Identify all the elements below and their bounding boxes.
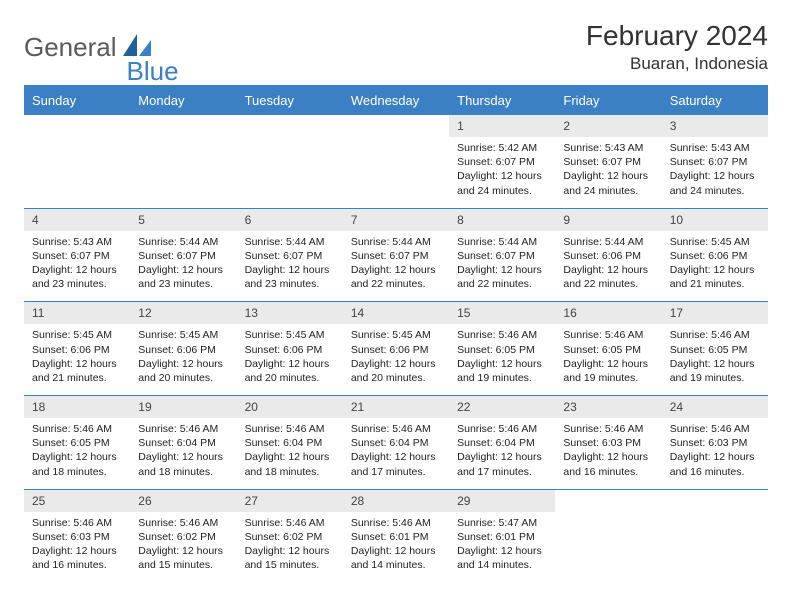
day-detail-cell xyxy=(662,512,768,583)
day-detail-cell: Sunrise: 5:44 AMSunset: 6:07 PMDaylight:… xyxy=(343,231,449,302)
day-header-row: Sunday Monday Tuesday Wednesday Thursday… xyxy=(24,87,768,114)
day-number-cell: 24 xyxy=(662,396,768,419)
day-number-cell: 16 xyxy=(555,302,661,325)
day-detail-cell: Sunrise: 5:43 AMSunset: 6:07 PMDaylight:… xyxy=(662,137,768,208)
day-number-row: 123 xyxy=(24,115,768,138)
day-detail-cell: Sunrise: 5:47 AMSunset: 6:01 PMDaylight:… xyxy=(449,512,555,583)
day-detail-cell xyxy=(343,137,449,208)
brand-logo: General Blue xyxy=(24,20,179,75)
day-number-cell: 15 xyxy=(449,302,555,325)
day-number-cell: 5 xyxy=(130,208,236,231)
day-number-cell: 7 xyxy=(343,208,449,231)
day-detail-cell: Sunrise: 5:44 AMSunset: 6:06 PMDaylight:… xyxy=(555,231,661,302)
day-number-cell xyxy=(343,115,449,138)
day-header: Friday xyxy=(555,87,661,114)
day-number-row: 2526272829 xyxy=(24,489,768,512)
day-detail-cell: Sunrise: 5:46 AMSunset: 6:02 PMDaylight:… xyxy=(237,512,343,583)
day-header: Saturday xyxy=(662,87,768,114)
day-detail-cell: Sunrise: 5:45 AMSunset: 6:06 PMDaylight:… xyxy=(24,324,130,395)
day-detail-row: Sunrise: 5:46 AMSunset: 6:03 PMDaylight:… xyxy=(24,512,768,583)
day-detail-row: Sunrise: 5:45 AMSunset: 6:06 PMDaylight:… xyxy=(24,324,768,395)
day-detail-row: Sunrise: 5:46 AMSunset: 6:05 PMDaylight:… xyxy=(24,418,768,489)
day-number-cell: 2 xyxy=(555,115,661,138)
day-number-cell: 21 xyxy=(343,396,449,419)
day-detail-cell: Sunrise: 5:46 AMSunset: 6:03 PMDaylight:… xyxy=(24,512,130,583)
day-number-cell: 18 xyxy=(24,396,130,419)
day-header: Thursday xyxy=(449,87,555,114)
day-number-row: 11121314151617 xyxy=(24,302,768,325)
day-detail-cell: Sunrise: 5:45 AMSunset: 6:06 PMDaylight:… xyxy=(237,324,343,395)
day-detail-cell: Sunrise: 5:46 AMSunset: 6:03 PMDaylight:… xyxy=(555,418,661,489)
day-detail-cell: Sunrise: 5:46 AMSunset: 6:04 PMDaylight:… xyxy=(130,418,236,489)
day-number-cell: 4 xyxy=(24,208,130,231)
day-detail-cell: Sunrise: 5:46 AMSunset: 6:04 PMDaylight:… xyxy=(343,418,449,489)
day-number-cell: 9 xyxy=(555,208,661,231)
header: General Blue February 2024 Buaran, Indon… xyxy=(24,20,768,75)
day-header: Monday xyxy=(130,87,236,114)
day-detail-cell: Sunrise: 5:44 AMSunset: 6:07 PMDaylight:… xyxy=(449,231,555,302)
day-detail-cell: Sunrise: 5:45 AMSunset: 6:06 PMDaylight:… xyxy=(130,324,236,395)
day-detail-cell xyxy=(555,512,661,583)
day-detail-cell: Sunrise: 5:44 AMSunset: 6:07 PMDaylight:… xyxy=(237,231,343,302)
day-detail-cell: Sunrise: 5:45 AMSunset: 6:06 PMDaylight:… xyxy=(343,324,449,395)
day-detail-cell: Sunrise: 5:46 AMSunset: 6:05 PMDaylight:… xyxy=(662,324,768,395)
day-number-cell: 14 xyxy=(343,302,449,325)
day-detail-cell: Sunrise: 5:46 AMSunset: 6:05 PMDaylight:… xyxy=(449,324,555,395)
day-number-cell: 10 xyxy=(662,208,768,231)
day-number-cell: 3 xyxy=(662,115,768,138)
day-number-cell xyxy=(662,489,768,512)
brand-word2: Blue xyxy=(127,56,179,87)
day-number-cell: 8 xyxy=(449,208,555,231)
day-number-cell: 6 xyxy=(237,208,343,231)
day-header: Tuesday xyxy=(237,87,343,114)
day-number-cell: 23 xyxy=(555,396,661,419)
day-number-cell xyxy=(237,115,343,138)
day-number-cell: 29 xyxy=(449,489,555,512)
day-detail-cell xyxy=(24,137,130,208)
day-detail-cell: Sunrise: 5:46 AMSunset: 6:05 PMDaylight:… xyxy=(24,418,130,489)
day-number-cell: 11 xyxy=(24,302,130,325)
day-number-cell: 22 xyxy=(449,396,555,419)
location-label: Buaran, Indonesia xyxy=(586,54,768,74)
day-number-cell: 12 xyxy=(130,302,236,325)
day-detail-cell: Sunrise: 5:45 AMSunset: 6:06 PMDaylight:… xyxy=(662,231,768,302)
day-detail-cell: Sunrise: 5:42 AMSunset: 6:07 PMDaylight:… xyxy=(449,137,555,208)
day-detail-row: Sunrise: 5:42 AMSunset: 6:07 PMDaylight:… xyxy=(24,137,768,208)
day-number-row: 45678910 xyxy=(24,208,768,231)
month-title: February 2024 xyxy=(586,20,768,52)
day-detail-cell xyxy=(237,137,343,208)
day-number-cell xyxy=(24,115,130,138)
day-number-cell: 1 xyxy=(449,115,555,138)
day-detail-cell: Sunrise: 5:46 AMSunset: 6:05 PMDaylight:… xyxy=(555,324,661,395)
day-detail-cell: Sunrise: 5:44 AMSunset: 6:07 PMDaylight:… xyxy=(130,231,236,302)
brand-word1: General xyxy=(24,32,117,63)
day-number-cell: 27 xyxy=(237,489,343,512)
day-header: Wednesday xyxy=(343,87,449,114)
day-detail-cell: Sunrise: 5:46 AMSunset: 6:02 PMDaylight:… xyxy=(130,512,236,583)
day-detail-cell: Sunrise: 5:46 AMSunset: 6:04 PMDaylight:… xyxy=(449,418,555,489)
day-number-cell: 25 xyxy=(24,489,130,512)
day-detail-row: Sunrise: 5:43 AMSunset: 6:07 PMDaylight:… xyxy=(24,231,768,302)
day-number-cell: 28 xyxy=(343,489,449,512)
calendar-table: Sunday Monday Tuesday Wednesday Thursday… xyxy=(24,87,768,114)
title-block: February 2024 Buaran, Indonesia xyxy=(586,20,768,74)
day-header: Sunday xyxy=(24,87,130,114)
day-number-cell xyxy=(555,489,661,512)
day-number-row: 18192021222324 xyxy=(24,396,768,419)
day-number-cell: 13 xyxy=(237,302,343,325)
day-number-cell: 19 xyxy=(130,396,236,419)
day-number-cell: 26 xyxy=(130,489,236,512)
day-detail-cell: Sunrise: 5:43 AMSunset: 6:07 PMDaylight:… xyxy=(24,231,130,302)
day-number-cell: 20 xyxy=(237,396,343,419)
day-detail-cell xyxy=(130,137,236,208)
day-number-cell xyxy=(130,115,236,138)
day-detail-cell: Sunrise: 5:46 AMSunset: 6:04 PMDaylight:… xyxy=(237,418,343,489)
day-detail-cell: Sunrise: 5:46 AMSunset: 6:03 PMDaylight:… xyxy=(662,418,768,489)
day-number-cell: 17 xyxy=(662,302,768,325)
day-detail-cell: Sunrise: 5:46 AMSunset: 6:01 PMDaylight:… xyxy=(343,512,449,583)
day-detail-cell: Sunrise: 5:43 AMSunset: 6:07 PMDaylight:… xyxy=(555,137,661,208)
weeks-table: 123Sunrise: 5:42 AMSunset: 6:07 PMDaylig… xyxy=(24,114,768,582)
